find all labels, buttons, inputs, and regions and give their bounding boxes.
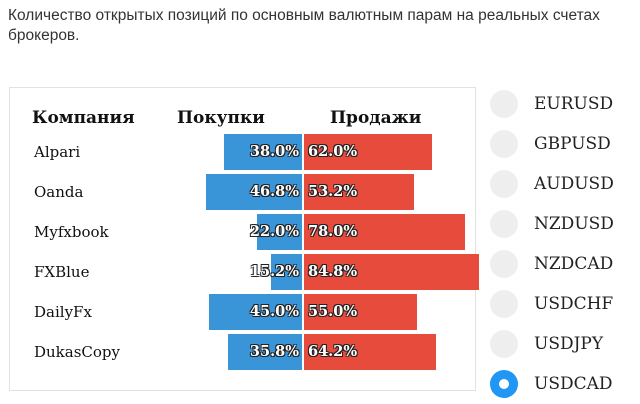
buy-bar: 15.2% xyxy=(250,254,302,290)
radio-option-nzdusd[interactable]: NZDUSD xyxy=(490,207,640,241)
radio-option-usdchf[interactable]: USDCHF xyxy=(490,287,640,321)
radio-button[interactable] xyxy=(490,370,518,398)
radio-button[interactable] xyxy=(490,330,518,358)
positions-table: Компания Покупки Продажи Alpari 38.0% 62.0… xyxy=(9,87,479,391)
radio-label: GBPUSD xyxy=(534,134,611,154)
header-company: Компания xyxy=(32,108,135,128)
company-name: FXBlue xyxy=(34,263,90,281)
radio-label: USDCAD xyxy=(534,374,613,394)
company-name: Myfxbook xyxy=(34,223,109,241)
buy-bar: 45.0% xyxy=(209,294,302,330)
radio-option-nzdcad[interactable]: NZDCAD xyxy=(490,247,640,281)
sell-bar: 78.0% xyxy=(304,214,465,250)
radio-option-gbpusd[interactable]: GBPUSD xyxy=(490,127,640,161)
sell-bar: 62.0% xyxy=(304,134,432,170)
buy-bar: 38.0% xyxy=(223,134,302,170)
buy-bar: 35.8% xyxy=(228,334,302,370)
radio-label: NZDCAD xyxy=(534,254,614,274)
radio-label: NZDUSD xyxy=(534,214,614,234)
radio-label: EURUSD xyxy=(534,94,614,114)
company-name: DukasCopy xyxy=(34,343,121,361)
buy-bar: 22.0% xyxy=(250,214,302,250)
radio-option-usdcad[interactable]: USDCAD xyxy=(490,367,640,401)
radio-option-audusd[interactable]: AUDUSD xyxy=(490,167,640,201)
sell-bar: 53.2% xyxy=(304,174,414,210)
radio-label: USDCHF xyxy=(534,294,614,314)
radio-button[interactable] xyxy=(490,210,518,238)
radio-button[interactable] xyxy=(490,290,518,318)
header-buy: Покупки xyxy=(177,108,265,128)
buy-bar: 46.8% xyxy=(205,174,302,210)
chart-caption: Количество открытых позиций по основным … xyxy=(8,7,600,44)
radio-label: AUDUSD xyxy=(534,174,614,194)
radio-option-eurusd[interactable]: EURUSD xyxy=(490,87,640,121)
company-name: DailyFx xyxy=(34,303,92,321)
company-name: Oanda xyxy=(34,183,84,201)
radio-button[interactable] xyxy=(490,170,518,198)
radio-label: USDJPY xyxy=(534,334,604,354)
radio-button[interactable] xyxy=(490,90,518,118)
sell-bar: 55.0% xyxy=(304,294,418,330)
radio-button[interactable] xyxy=(490,250,518,278)
company-name: Alpari xyxy=(34,143,81,161)
sell-bar: 64.2% xyxy=(304,334,437,370)
sell-bar: 84.8% xyxy=(304,254,479,290)
radio-option-usdjpy[interactable]: USDJPY xyxy=(490,327,640,361)
header-sell: Продажи xyxy=(330,108,422,128)
radio-button[interactable] xyxy=(490,130,518,158)
radio-selected-dot-icon xyxy=(499,379,509,389)
